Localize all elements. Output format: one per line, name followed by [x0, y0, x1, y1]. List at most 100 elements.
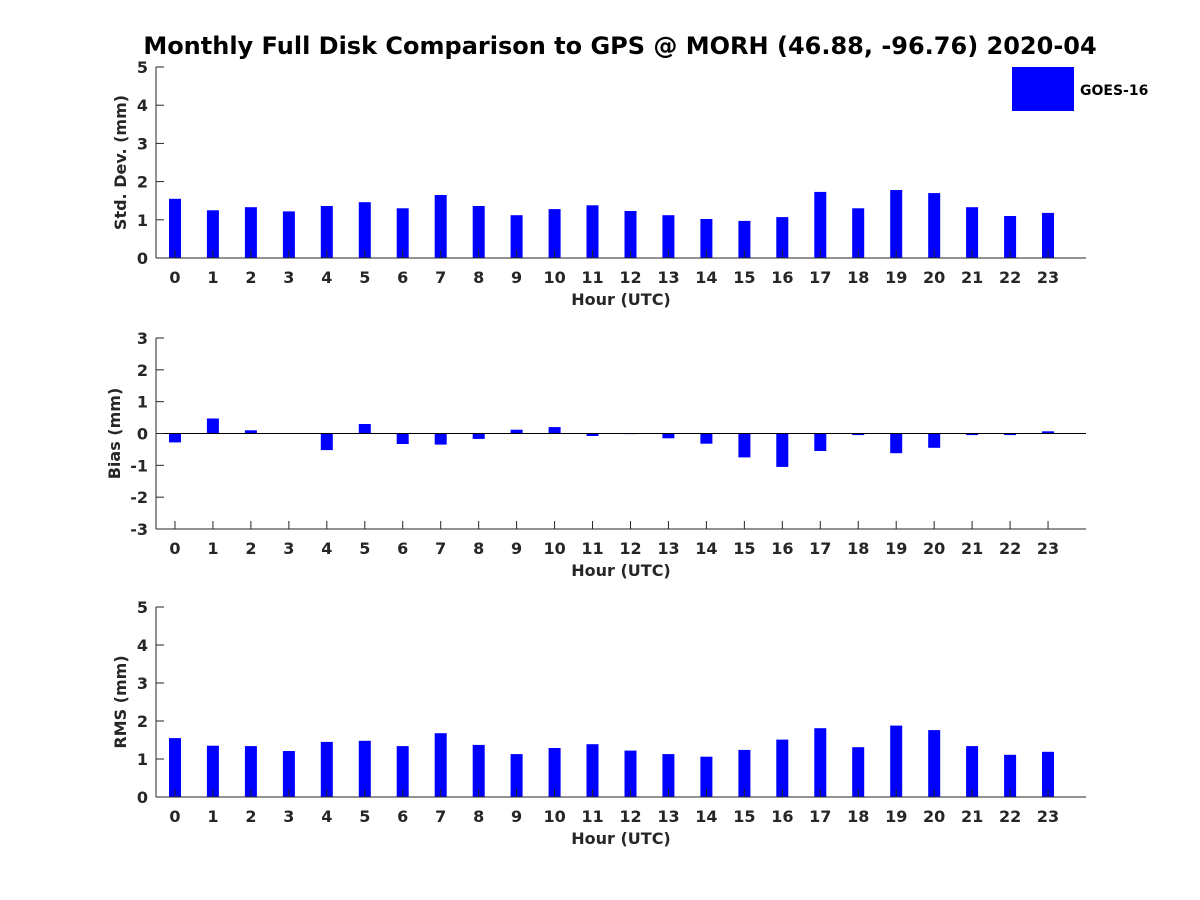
x-tick-label: 8	[473, 268, 484, 287]
bar	[700, 756, 713, 797]
bar	[472, 433, 485, 439]
bar	[548, 427, 561, 434]
x-tick-label: 22	[999, 539, 1021, 558]
legend-label: GOES-16	[1080, 83, 1148, 99]
bar	[510, 754, 523, 797]
bar	[206, 210, 219, 259]
bar	[206, 418, 219, 434]
y-tick-label: 4	[137, 636, 148, 655]
bar	[586, 205, 599, 258]
bar	[814, 191, 827, 258]
bar	[928, 730, 941, 797]
bar	[738, 220, 751, 258]
x-tick-label: 7	[435, 807, 446, 826]
x-tick-label: 14	[695, 268, 717, 287]
chart-title: Monthly Full Disk Comparison to GPS @ MO…	[143, 32, 1096, 60]
bar	[1004, 754, 1017, 797]
x-tick-label: 23	[1037, 268, 1059, 287]
x-tick-label: 2	[245, 807, 256, 826]
x-tick-label: 20	[923, 268, 945, 287]
bar	[244, 207, 257, 258]
bar	[662, 433, 675, 439]
x-axis-label: Hour (UTC)	[571, 829, 671, 848]
y-tick-label: 5	[137, 58, 148, 77]
x-tick-label: 23	[1037, 807, 1059, 826]
x-tick-label: 7	[435, 268, 446, 287]
bar	[434, 733, 447, 797]
bar	[358, 424, 371, 434]
x-tick-label: 12	[619, 268, 641, 287]
x-tick-label: 10	[543, 807, 565, 826]
x-tick-label: 4	[321, 539, 332, 558]
x-tick-label: 13	[657, 807, 679, 826]
bar	[396, 746, 409, 797]
x-tick-label: 20	[923, 807, 945, 826]
bar	[928, 193, 941, 258]
y-tick-label: -1	[130, 456, 148, 475]
x-tick-label: 0	[169, 539, 180, 558]
y-tick-label: 3	[137, 674, 148, 693]
x-tick-label: 10	[543, 539, 565, 558]
bar	[966, 746, 979, 797]
y-tick-label: 3	[137, 134, 148, 153]
bar	[244, 430, 257, 434]
bar	[738, 433, 751, 458]
bar	[662, 215, 675, 258]
x-tick-label: 8	[473, 539, 484, 558]
y-tick-label: 0	[137, 249, 148, 268]
bar	[1042, 431, 1054, 434]
bar	[738, 749, 751, 797]
bar	[928, 433, 941, 448]
x-tick-label: 14	[695, 807, 717, 826]
y-tick-label: 3	[137, 329, 148, 348]
x-tick-label: 5	[359, 268, 370, 287]
bar	[472, 744, 485, 797]
x-tick-label: 14	[695, 539, 717, 558]
x-tick-label: 19	[885, 807, 907, 826]
x-tick-label: 13	[657, 539, 679, 558]
bar	[890, 433, 903, 454]
x-tick-label: 4	[321, 807, 332, 826]
bar	[852, 208, 865, 258]
x-tick-label: 9	[511, 268, 522, 287]
x-tick-label: 10	[543, 268, 565, 287]
y-tick-label: 4	[137, 96, 148, 115]
bar	[396, 433, 409, 444]
x-tick-label: 22	[999, 268, 1021, 287]
x-tick-label: 18	[847, 268, 869, 287]
y-tick-label: -3	[130, 520, 148, 539]
bar	[1042, 751, 1054, 797]
bar	[510, 429, 523, 434]
bar	[624, 211, 637, 258]
x-tick-label: 11	[581, 539, 603, 558]
bar	[320, 741, 333, 797]
x-tick-label: 13	[657, 268, 679, 287]
legend: GOES-16	[1012, 67, 1148, 111]
bar	[662, 754, 675, 797]
x-tick-label: 18	[847, 807, 869, 826]
bar	[1004, 216, 1017, 258]
x-tick-label: 12	[619, 539, 641, 558]
y-tick-label: 2	[137, 712, 148, 731]
x-tick-label: 15	[733, 268, 755, 287]
bar	[1004, 433, 1017, 436]
bar	[700, 433, 713, 444]
bar	[890, 190, 903, 258]
bar	[548, 209, 561, 258]
x-tick-label: 15	[733, 539, 755, 558]
bar	[169, 433, 181, 443]
y-tick-label: 0	[137, 425, 148, 444]
x-tick-label: 11	[581, 807, 603, 826]
bar	[814, 433, 827, 451]
y-tick-label: -2	[130, 488, 148, 507]
x-tick-label: 9	[511, 539, 522, 558]
x-tick-label: 17	[809, 268, 831, 287]
x-tick-label: 21	[961, 539, 983, 558]
bar	[358, 202, 371, 258]
x-tick-label: 23	[1037, 539, 1059, 558]
x-axis-label: Hour (UTC)	[571, 561, 671, 580]
x-tick-label: 18	[847, 539, 869, 558]
